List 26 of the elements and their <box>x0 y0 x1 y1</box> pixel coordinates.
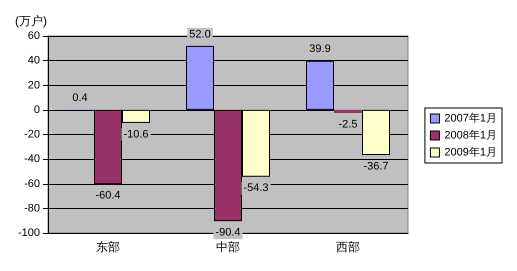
legend-label: 2008年1月 <box>444 130 498 142</box>
data-label: -60.4 <box>95 190 121 202</box>
legend-label: 2007年1月 <box>444 112 498 124</box>
x-tick-label: 东部 <box>96 240 120 254</box>
y-tick-label: 40 <box>28 54 40 67</box>
y-tick-label: -20 <box>24 128 40 140</box>
legend-label: 2009年1月 <box>444 146 498 158</box>
x-tick-label: 西部 <box>336 240 360 254</box>
data-label: 39.9 <box>309 43 331 56</box>
data-label: -36.7 <box>363 160 389 173</box>
y-tick-label: 60 <box>28 30 40 42</box>
bar <box>334 110 362 113</box>
data-label: -54.3 <box>243 182 269 194</box>
data-label: 52.0 <box>189 28 211 40</box>
data-label: -90.4 <box>215 226 241 239</box>
y-axis-title: (万户) <box>15 14 47 28</box>
data-label: -10.6 <box>123 128 149 140</box>
data-label: -2.5 <box>338 118 358 130</box>
y-tick-label: 0 <box>34 104 40 116</box>
y-tick-label: -60 <box>24 178 40 190</box>
x-tick-label: 中部 <box>216 240 240 254</box>
y-tick-label: -40 <box>24 153 40 166</box>
y-tick-label: 20 <box>28 79 40 92</box>
y-tick-label: -80 <box>24 202 40 214</box>
y-tick-label: -100 <box>18 227 40 239</box>
data-label: 0.4 <box>72 92 88 104</box>
